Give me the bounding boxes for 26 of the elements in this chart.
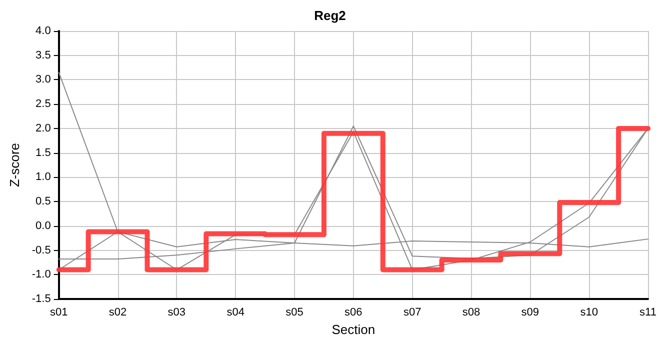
- y-tick-label: 3.5: [36, 49, 51, 62]
- y-axis-title: Z-score: [7, 142, 22, 188]
- x-tick-label: s07: [403, 306, 422, 318]
- y-tick-label: 0.5: [36, 196, 51, 208]
- x-tick-label: s03: [168, 306, 186, 318]
- x-tick-label: s11: [640, 306, 656, 318]
- x-tick-label: s09: [521, 306, 540, 318]
- y-tick-label: -0.5: [32, 244, 51, 256]
- y-tick-label: -1.5: [32, 293, 51, 305]
- y-tick-label: 4.0: [36, 25, 51, 37]
- y-tick-label: 2.5: [36, 98, 51, 110]
- y-tick-label: 3.0: [36, 74, 51, 86]
- x-tick-label: s01: [50, 306, 68, 318]
- x-tick-label: s10: [580, 306, 598, 318]
- y-tick-label: 0.0: [36, 220, 51, 232]
- y-tick-label: 2.0: [36, 122, 51, 134]
- y-tick-label: 1.5: [36, 146, 51, 159]
- y-tick-label: 1.0: [36, 171, 51, 184]
- x-axis-title: Section: [332, 322, 376, 337]
- x-tick-label: s05: [286, 306, 304, 318]
- chart-title: Reg2: [314, 8, 346, 23]
- x-tick-label: s02: [108, 306, 127, 318]
- x-tick-label: s08: [462, 306, 480, 318]
- x-tick-label: s06: [344, 306, 362, 318]
- x-tick-label: s04: [226, 306, 244, 318]
- y-tick-label: -1.0: [32, 268, 51, 281]
